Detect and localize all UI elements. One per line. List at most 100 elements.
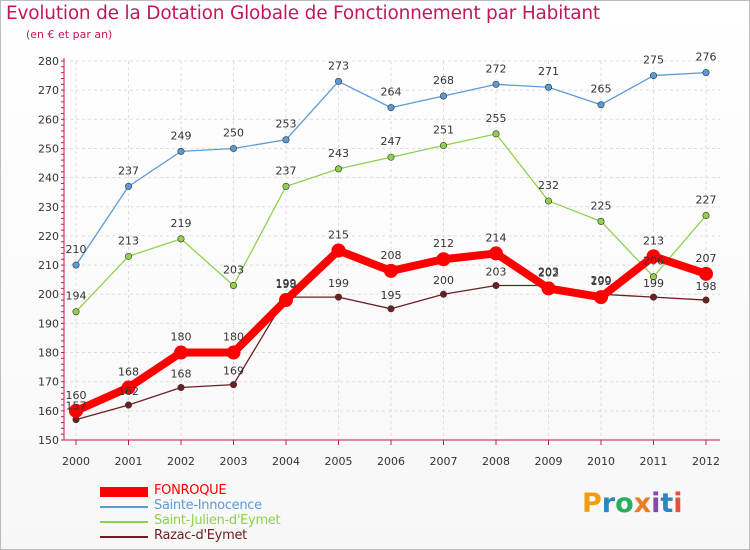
- data-label: 243: [328, 147, 349, 160]
- data-point: [649, 273, 657, 281]
- data-label: 200: [591, 274, 612, 287]
- data-label: 247: [381, 135, 402, 148]
- data-label: 160: [66, 389, 87, 402]
- data-label: 250: [223, 126, 244, 139]
- data-label: 273: [328, 59, 349, 72]
- data-label: 180: [171, 331, 192, 344]
- data-label: 265: [591, 83, 612, 96]
- x-tick-label: 2007: [430, 455, 458, 468]
- legend-item-saint-julien-d-eymet[interactable]: Saint-Julien-d'Eymet: [100, 513, 360, 529]
- data-point: [230, 381, 238, 389]
- proxiti-logo: Proxiti: [582, 488, 683, 519]
- series-layer: [69, 69, 713, 424]
- data-point: [69, 403, 83, 418]
- x-tick-label: 2000: [62, 455, 90, 468]
- data-label: 195: [381, 289, 402, 302]
- data-label: 169: [223, 365, 244, 378]
- data-point: [282, 136, 290, 144]
- x-tick-label: 2012: [692, 455, 720, 468]
- axes: 150 160 170 180 190 200 210 220 230 240 250 260 270 2…: [38, 55, 720, 468]
- x-tick-label: 2004: [272, 455, 300, 468]
- data-point: [121, 380, 136, 395]
- logo-letter: P: [582, 488, 602, 519]
- legend-swatch: [100, 506, 148, 508]
- data-label: 214: [486, 231, 507, 244]
- y-tick-label: 180: [38, 347, 59, 360]
- x-tick-label: 2011: [640, 455, 668, 468]
- x-tick-label: 2010: [587, 455, 615, 468]
- y-tick-label: 160: [38, 405, 59, 418]
- data-point: [439, 290, 447, 298]
- x-tick-label: 2008: [482, 455, 510, 468]
- data-label: 251: [433, 124, 454, 137]
- legend-item-sainte-innocence[interactable]: Sainte-Innocence: [100, 498, 360, 514]
- data-point: [439, 92, 447, 100]
- data-label: 198: [276, 278, 297, 291]
- chart-subtitle: (en € et par an): [26, 28, 113, 41]
- data-point: [387, 104, 395, 112]
- data-point: [699, 266, 713, 281]
- data-point: [702, 69, 710, 77]
- data-label: 200: [433, 274, 454, 287]
- data-point: [334, 165, 342, 173]
- legend-item-razac-d-eymet[interactable]: Razac-d'Eymet: [100, 528, 360, 544]
- data-point: [649, 72, 657, 80]
- logo-letter: t: [660, 488, 674, 519]
- data-label: 210: [66, 243, 87, 256]
- logo-letter: o: [615, 488, 634, 519]
- data-label: 203: [486, 265, 507, 278]
- data-label: 212: [433, 237, 454, 250]
- logo-letter: i: [673, 488, 683, 519]
- data-point: [230, 281, 238, 289]
- data-point: [649, 293, 657, 301]
- y-tick-label: 220: [38, 230, 59, 243]
- data-point: [125, 252, 133, 260]
- data-point: [597, 101, 605, 109]
- data-label: 208: [381, 249, 402, 262]
- data-point: [334, 293, 342, 301]
- legend-swatch: [100, 521, 148, 523]
- grid: [64, 60, 720, 441]
- data-label: 264: [381, 86, 402, 99]
- data-label: 168: [118, 366, 139, 379]
- data-point: [279, 293, 293, 308]
- data-point: [387, 305, 395, 313]
- data-label: 157: [66, 400, 87, 413]
- data-point: [489, 246, 503, 261]
- data-label: 249: [171, 129, 192, 142]
- data-label: 232: [538, 179, 559, 192]
- logo-letter: i: [651, 488, 661, 519]
- y-tick-label: 260: [38, 113, 59, 126]
- data-label: 275: [643, 54, 664, 67]
- data-label: 237: [276, 164, 297, 177]
- data-point: [177, 147, 185, 155]
- data-label: 180: [223, 331, 244, 344]
- data-label: 253: [276, 118, 297, 131]
- legend-item-fonroque[interactable]: FONROQUE: [100, 483, 360, 499]
- data-point: [384, 263, 398, 278]
- data-label: 237: [118, 164, 139, 177]
- data-label: 219: [171, 217, 192, 230]
- data-label: 213: [643, 234, 664, 247]
- data-point: [72, 308, 80, 316]
- data-point: [125, 401, 133, 409]
- legend: FONROQUE Sainte-Innocence Saint-Julien-d…: [100, 483, 360, 544]
- x-tick-label: 2002: [167, 455, 195, 468]
- legend-label: Sainte-Innocence: [154, 498, 262, 513]
- data-point: [492, 281, 500, 289]
- y-tick-label: 280: [38, 55, 59, 68]
- y-tick-label: 200: [38, 288, 59, 301]
- y-tick-label: 230: [38, 201, 59, 214]
- chart-title: Evolution de la Dotation Globale de Fonc…: [6, 3, 600, 24]
- data-label: 199: [328, 277, 349, 290]
- y-tick-label: 250: [38, 142, 59, 155]
- y-tick-label: 210: [38, 259, 59, 272]
- data-point: [594, 290, 608, 305]
- data-point: [702, 296, 710, 304]
- y-tick-label: 190: [38, 317, 59, 330]
- data-point: [646, 249, 661, 264]
- data-point: [387, 153, 395, 161]
- data-point: [702, 212, 710, 220]
- data-label: 271: [538, 65, 559, 78]
